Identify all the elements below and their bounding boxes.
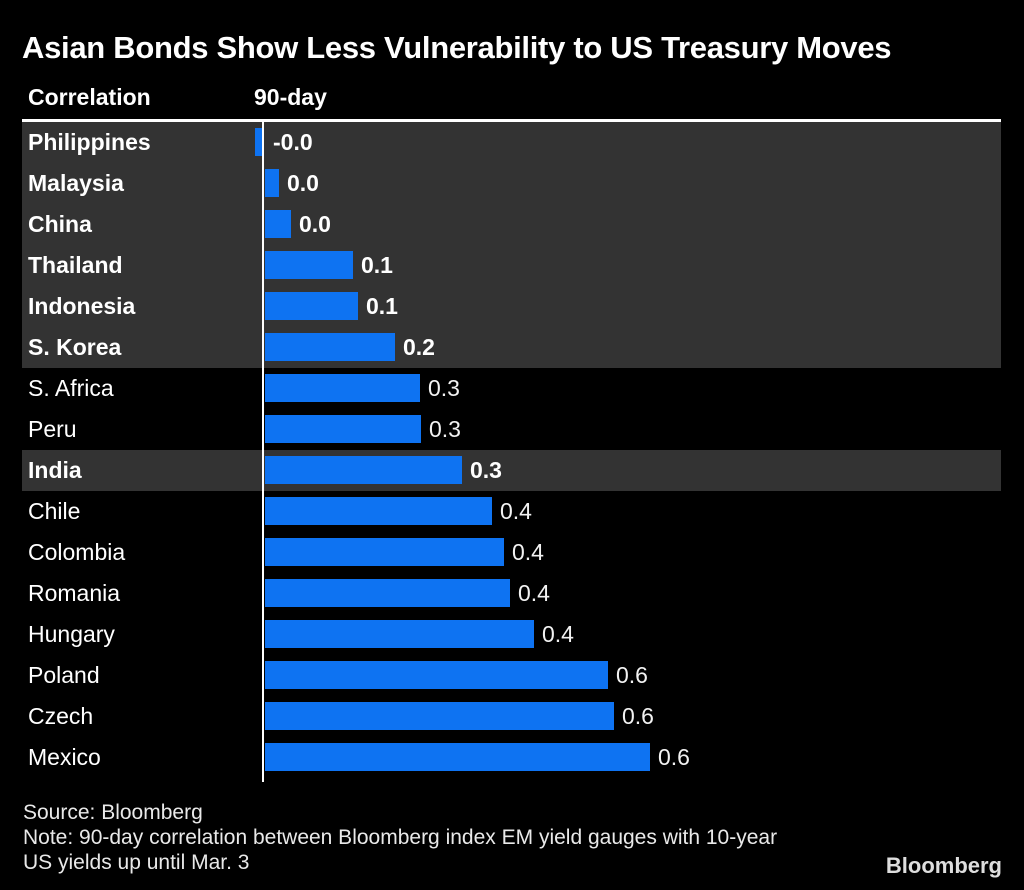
chart-row: S. Africa 0.3 — [22, 368, 1001, 409]
bar — [265, 702, 614, 730]
note-text-line2: US yields up until Mar. 3 — [23, 851, 250, 874]
country-label: Hungary — [28, 621, 115, 647]
chart-row: Czech 0.6 — [22, 696, 1001, 737]
country-label: S. Africa — [28, 375, 114, 401]
zero-axis-line — [262, 122, 264, 782]
chart-row: China 0.0 — [22, 204, 1001, 245]
chart-row: Chile 0.4 — [22, 491, 1001, 532]
value-label: 0.4 — [512, 539, 544, 565]
legend-90day-label: 90-day — [254, 84, 327, 110]
country-label: India — [28, 457, 82, 483]
bar — [265, 456, 462, 484]
bar — [265, 169, 279, 197]
country-label: Philippines — [28, 129, 151, 155]
note-text-line1: Note: 90-day correlation between Bloombe… — [23, 826, 778, 849]
chart-row: Mexico 0.6 — [22, 737, 1001, 778]
value-label: 0.0 — [287, 170, 319, 196]
footer-notes: Source: Bloomberg Note: 90-day correlati… — [23, 800, 777, 875]
value-label: 0.4 — [542, 621, 574, 647]
country-label: China — [28, 211, 92, 237]
value-label: 0.3 — [429, 416, 461, 442]
country-label: Romania — [28, 580, 121, 606]
bar — [265, 333, 395, 361]
chart-rows: Philippines -0.0 Malaysia 0.0 China 0.0 … — [22, 122, 1001, 778]
country-label: Thailand — [28, 252, 123, 278]
value-label: 0.0 — [299, 211, 331, 237]
bar — [265, 374, 420, 402]
value-label: 0.4 — [500, 498, 532, 524]
bar — [265, 292, 358, 320]
chart-row: Philippines -0.0 — [22, 122, 1001, 163]
country-label: Indonesia — [28, 293, 136, 319]
chart-row: Romania 0.4 — [22, 573, 1001, 614]
bloomberg-logo: Bloomberg — [885, 853, 1002, 878]
bar-chart: Philippines -0.0 Malaysia 0.0 China 0.0 … — [22, 122, 1001, 782]
bar — [265, 497, 492, 525]
bar — [265, 579, 510, 607]
chart-row: Colombia 0.4 — [22, 532, 1001, 573]
legend-row: Correlation 90-day — [22, 84, 1001, 110]
country-label: S. Korea — [28, 334, 122, 360]
bar — [265, 743, 650, 771]
chart-row: Peru 0.3 — [22, 409, 1001, 450]
country-label: Czech — [28, 703, 94, 729]
value-label: 0.6 — [622, 703, 654, 729]
value-label: 0.3 — [470, 457, 502, 483]
value-label: 0.1 — [361, 252, 393, 278]
country-label: Poland — [28, 662, 100, 688]
country-label: Mexico — [28, 744, 101, 770]
value-label: -0.0 — [273, 129, 313, 155]
value-label: 0.4 — [518, 580, 550, 606]
value-label: 0.1 — [366, 293, 398, 319]
header-rule — [22, 119, 1001, 122]
country-label: Malaysia — [28, 170, 124, 196]
value-label: 0.3 — [428, 375, 460, 401]
value-label: 0.6 — [616, 662, 648, 688]
bar — [265, 415, 421, 443]
chart-row: Thailand 0.1 — [22, 245, 1001, 286]
bar — [265, 210, 291, 238]
chart-row: S. Korea 0.2 — [22, 327, 1001, 368]
chart-row: Hungary 0.4 — [22, 614, 1001, 655]
country-label: Peru — [28, 416, 77, 442]
value-label: 0.6 — [658, 744, 690, 770]
bar — [255, 128, 262, 156]
chart-title: Asian Bonds Show Less Vulnerability to U… — [22, 30, 892, 65]
country-label: Chile — [28, 498, 81, 524]
value-label: 0.2 — [403, 334, 435, 360]
chart-row: India 0.3 — [22, 450, 1001, 491]
bar — [265, 661, 608, 689]
chart-row: Poland 0.6 — [22, 655, 1001, 696]
bar — [265, 251, 353, 279]
legend-correlation-label: Correlation — [28, 84, 151, 110]
bar — [265, 620, 534, 648]
source-text: Source: Bloomberg — [23, 801, 203, 824]
chart-row: Indonesia 0.1 — [22, 286, 1001, 327]
chart-row: Malaysia 0.0 — [22, 163, 1001, 204]
country-label: Colombia — [28, 539, 126, 565]
bar — [265, 538, 504, 566]
